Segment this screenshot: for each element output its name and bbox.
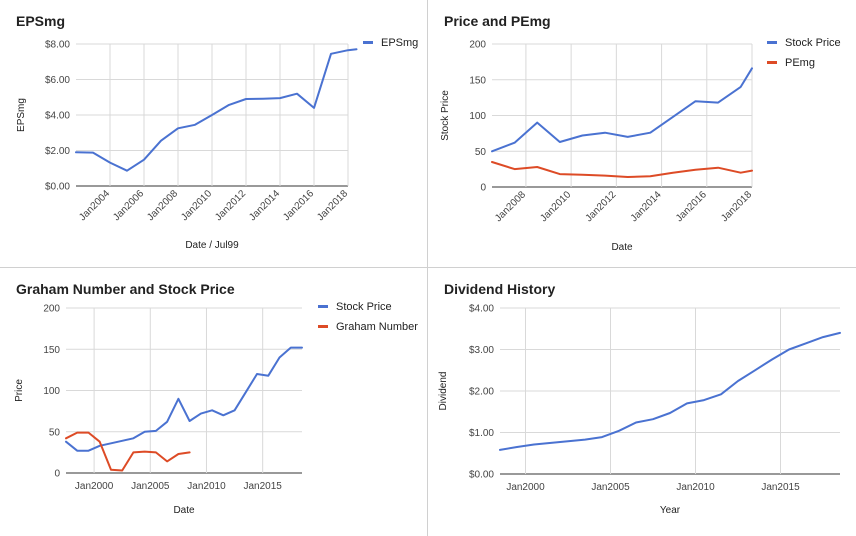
y-tick-label: 0 bbox=[54, 469, 60, 480]
chart-title: EPSmg bbox=[16, 13, 65, 29]
x-tick-label: Jan2016 bbox=[281, 188, 316, 223]
x-tick-label: Jan2000 bbox=[75, 481, 114, 492]
y-tick-label: 150 bbox=[43, 345, 60, 356]
y-axis-label: Price bbox=[14, 379, 25, 402]
x-tick-label: Jan2005 bbox=[591, 482, 630, 493]
series-line-0 bbox=[499, 331, 841, 451]
x-tick-label: Jan2015 bbox=[761, 482, 800, 493]
y-tick-label: 200 bbox=[469, 40, 486, 51]
x-tick-label: Jan2005 bbox=[131, 481, 170, 492]
y-axis-label: Stock Price bbox=[440, 90, 451, 141]
y-tick-label: 150 bbox=[469, 75, 486, 86]
y-tick-label: $2.00 bbox=[45, 146, 70, 157]
y-tick-label: 100 bbox=[469, 111, 486, 122]
series-line-0 bbox=[65, 346, 303, 452]
series-line-1 bbox=[491, 161, 753, 178]
chart-panel-price-pemg: Price and PEmg 0 50 100 150 200 Jan2008 Jan2010… bbox=[428, 0, 856, 268]
y-tick-label: $0.00 bbox=[469, 470, 494, 481]
x-tick-label: Jan2012 bbox=[584, 189, 619, 224]
x-axis-label: Year bbox=[660, 505, 681, 516]
y-tick-label: $2.00 bbox=[469, 387, 494, 398]
y-tick-label: $1.00 bbox=[469, 428, 494, 439]
legend-swatch bbox=[318, 305, 328, 308]
x-tick-label: Jan2012 bbox=[213, 188, 248, 223]
chart-svg: Dividend History $0.00 $1.00 $2.00 $3.00 $4.0… bbox=[438, 281, 841, 516]
chart-svg: Price and PEmg 0 50 100 150 200 Jan2008 Jan2010… bbox=[440, 13, 841, 253]
x-tick-label: Jan2008 bbox=[493, 189, 528, 224]
legend-label: Stock Price bbox=[785, 37, 841, 49]
legend-swatch bbox=[363, 41, 373, 44]
series-line-0 bbox=[491, 67, 753, 153]
chart-panel-graham-number: Graham Number and Stock Price 0 50 100 150 20… bbox=[0, 268, 428, 536]
legend-label: Stock Price bbox=[336, 301, 392, 313]
x-tick-label: Jan2018 bbox=[719, 189, 754, 224]
legend-swatch bbox=[318, 325, 328, 328]
legend-label: PEmg bbox=[785, 57, 815, 69]
x-tick-label: Jan2010 bbox=[676, 482, 715, 493]
x-tick-label: Jan2004 bbox=[77, 188, 112, 223]
x-tick-label: Jan2010 bbox=[179, 188, 214, 223]
chart-panel-epsmg: EPSmg $0.00 $2.00 $4.00 $6.00 $8.00 Jan2004 Jan… bbox=[0, 0, 428, 268]
y-tick-label: $8.00 bbox=[45, 40, 70, 51]
x-tick-label: Jan2008 bbox=[145, 188, 180, 223]
x-tick-label: Jan2010 bbox=[187, 481, 226, 492]
x-tick-label: Jan2006 bbox=[111, 188, 146, 223]
y-tick-label: $4.00 bbox=[45, 111, 70, 122]
legend-label: EPSmg bbox=[381, 37, 418, 49]
chart-panel-dividend-history: Dividend History $0.00 $1.00 $2.00 $3.00 $4.0… bbox=[428, 268, 856, 536]
x-axis-label: Date bbox=[173, 505, 195, 516]
chart-title: Graham Number and Stock Price bbox=[16, 281, 235, 297]
chart-title: Price and PEmg bbox=[444, 13, 551, 29]
series-line-1 bbox=[65, 431, 191, 472]
x-axis-label: Date bbox=[611, 242, 633, 253]
y-axis-label: Dividend bbox=[438, 372, 449, 411]
y-axis-label: EPSmg bbox=[16, 98, 27, 132]
series-line-0 bbox=[75, 48, 358, 172]
y-tick-label: 0 bbox=[480, 183, 486, 194]
x-tick-label: Jan2014 bbox=[247, 188, 282, 223]
x-tick-label: Jan2016 bbox=[674, 189, 709, 224]
y-tick-label: $3.00 bbox=[469, 345, 494, 356]
y-tick-label: $4.00 bbox=[469, 304, 494, 315]
y-tick-label: $0.00 bbox=[45, 182, 70, 193]
x-tick-label: Jan2000 bbox=[506, 482, 545, 493]
x-tick-label: Jan2015 bbox=[243, 481, 282, 492]
x-axis-label: Date / Jul99 bbox=[185, 240, 239, 251]
chart-title: Dividend History bbox=[444, 281, 555, 297]
y-tick-label: 200 bbox=[43, 304, 60, 315]
x-tick-label: Jan2010 bbox=[538, 189, 573, 224]
x-tick-label: Jan2014 bbox=[629, 189, 664, 224]
x-tick-label: Jan2018 bbox=[315, 188, 350, 223]
legend-swatch bbox=[767, 41, 777, 44]
y-tick-label: 50 bbox=[475, 147, 487, 158]
legend-swatch bbox=[767, 61, 777, 64]
y-tick-label: $6.00 bbox=[45, 75, 70, 86]
legend-label: Graham Number bbox=[336, 321, 418, 333]
y-tick-label: 100 bbox=[43, 386, 60, 397]
chart-svg: Graham Number and Stock Price 0 50 100 150 20… bbox=[14, 281, 418, 516]
y-tick-label: 50 bbox=[49, 427, 61, 438]
